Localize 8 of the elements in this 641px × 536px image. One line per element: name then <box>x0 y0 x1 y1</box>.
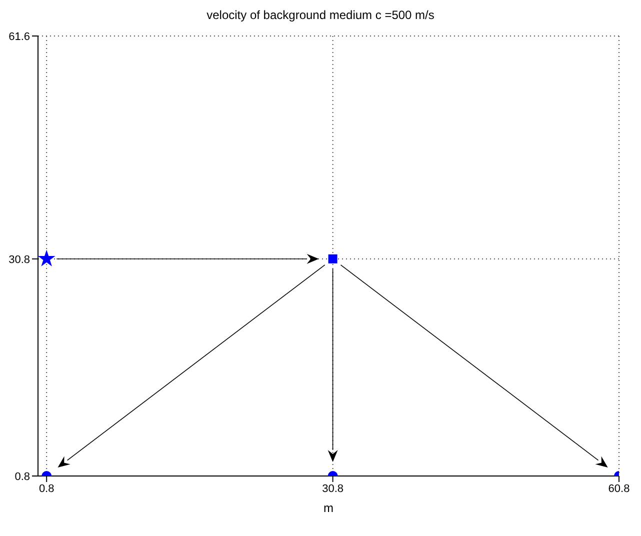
y-tick-label: 30.8 <box>8 254 30 266</box>
x-tick-label: 0.8 <box>38 482 54 495</box>
x-axis-title: m <box>324 501 334 515</box>
x-tick-label: 60.8 <box>608 482 630 495</box>
y-tick-label: 61.6 <box>8 30 30 43</box>
y-tick-label: 0.8 <box>14 470 30 483</box>
chart-title: velocity of background medium c =500 m/s <box>206 8 436 24</box>
x-tick-label: 30.8 <box>322 482 344 495</box>
